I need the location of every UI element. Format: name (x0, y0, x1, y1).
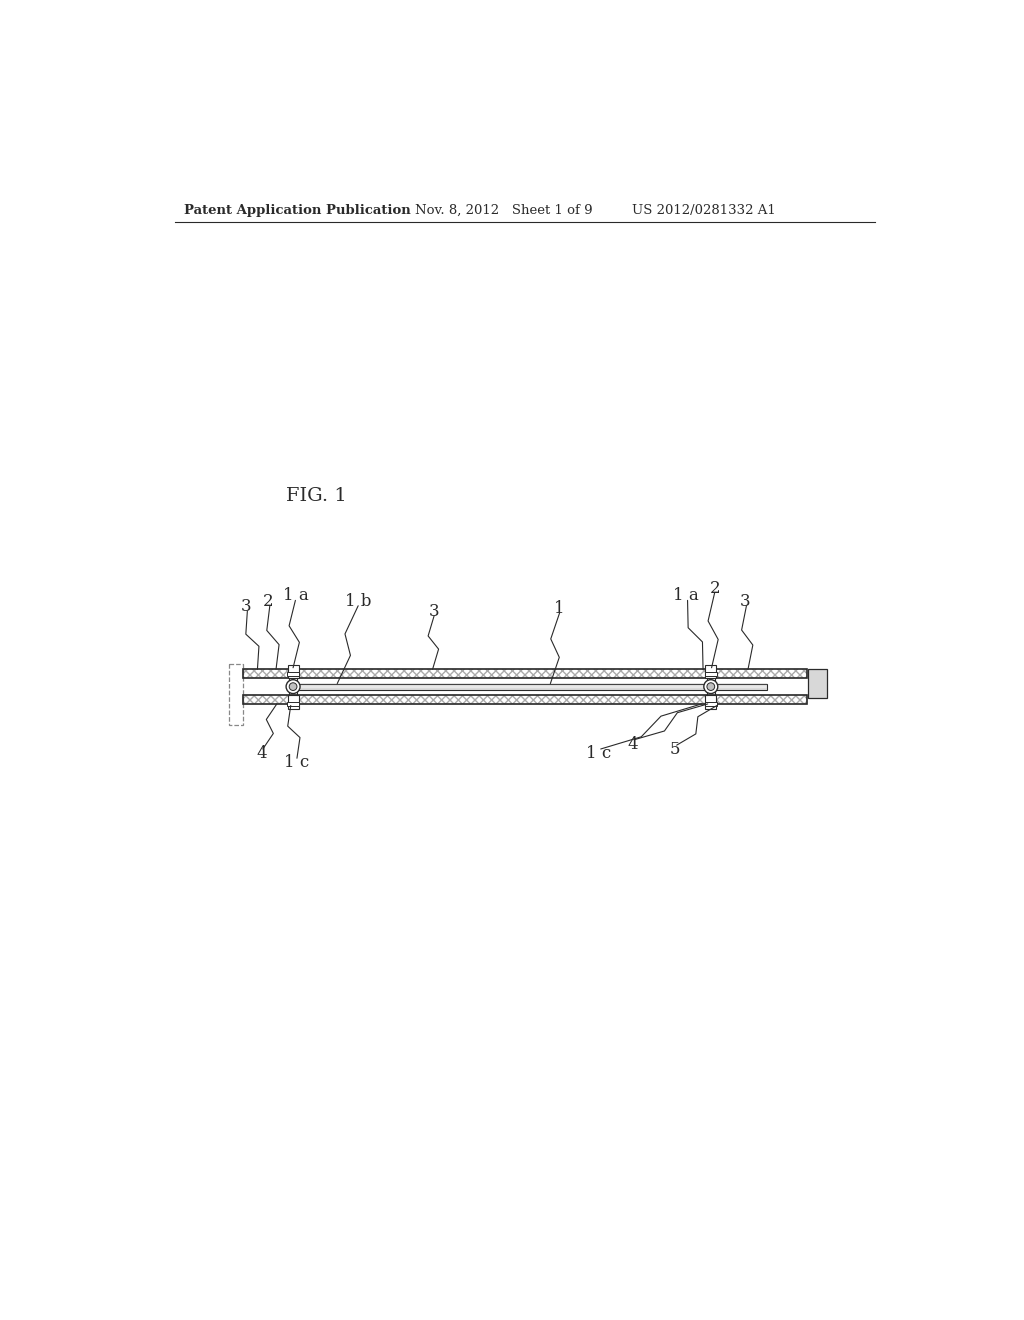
Circle shape (703, 680, 718, 693)
Bar (288, 684, 767, 689)
Text: 1 c: 1 c (285, 754, 309, 771)
Bar (287, 702, 299, 706)
Text: 1 b: 1 b (345, 593, 372, 610)
Bar (705, 702, 717, 706)
Circle shape (286, 680, 300, 693)
Bar (243, 669, 807, 677)
Text: Nov. 8, 2012   Sheet 1 of 9: Nov. 8, 2012 Sheet 1 of 9 (415, 205, 592, 218)
Bar (243, 669, 807, 677)
Text: 1 a: 1 a (283, 587, 308, 605)
Text: Patent Application Publication: Patent Application Publication (183, 205, 411, 218)
Bar (706, 696, 716, 709)
Text: 2: 2 (263, 593, 273, 610)
Text: FIG. 1: FIG. 1 (286, 487, 347, 506)
Bar (288, 665, 299, 677)
Bar (243, 696, 807, 704)
Bar (243, 696, 807, 704)
Text: 1 c: 1 c (586, 744, 611, 762)
Bar (228, 664, 243, 725)
Text: 3: 3 (429, 603, 439, 619)
Text: 2: 2 (710, 579, 720, 597)
Text: 4: 4 (256, 744, 266, 762)
Bar (287, 672, 299, 676)
Bar (809, 669, 827, 698)
Text: 1: 1 (554, 599, 565, 616)
Bar (705, 672, 717, 676)
Text: 3: 3 (241, 598, 251, 615)
Text: US 2012/0281332 A1: US 2012/0281332 A1 (632, 205, 775, 218)
Circle shape (707, 682, 715, 690)
Bar (243, 669, 807, 677)
Text: 5: 5 (670, 742, 680, 758)
Bar (243, 696, 807, 704)
Text: 1 a: 1 a (673, 587, 698, 605)
Circle shape (289, 682, 297, 690)
Text: 4: 4 (628, 735, 638, 752)
Text: 3: 3 (739, 593, 751, 610)
Bar (706, 665, 716, 677)
Bar (288, 696, 299, 709)
